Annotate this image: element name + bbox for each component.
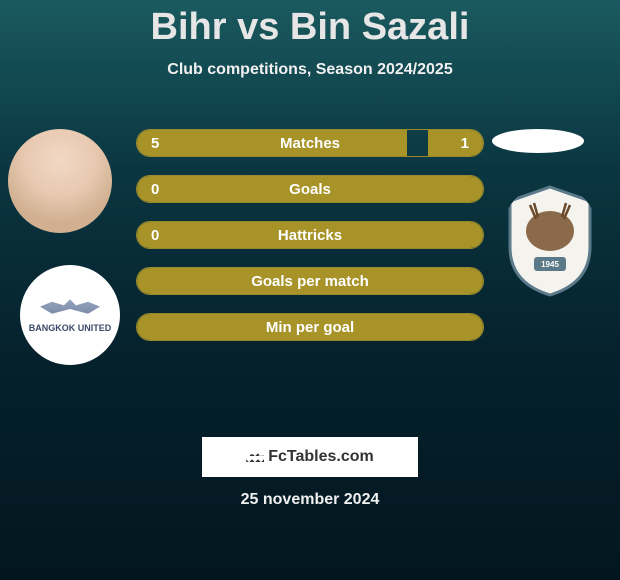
page-title: Bihr vs Bin Sazali xyxy=(0,0,620,49)
stat-label: Hattricks xyxy=(137,227,483,244)
club-right-logo: 1945 xyxy=(500,183,600,297)
brand-badge: FcTables.com xyxy=(202,437,418,477)
comparison-panel: BANGKOK UNITED 1945 51Matches 0Goals 0Hatt… xyxy=(0,107,620,437)
stat-label: Goals per match xyxy=(137,273,483,290)
stat-row: 0Goals xyxy=(136,175,484,203)
stat-label: Matches xyxy=(137,135,483,152)
club-left-logo: BANGKOK UNITED xyxy=(20,265,120,365)
stat-row: 0Hattricks xyxy=(136,221,484,249)
page-subtitle: Club competitions, Season 2024/2025 xyxy=(0,61,620,79)
stat-label: Min per goal xyxy=(137,319,483,336)
stat-row: 51Matches xyxy=(136,129,484,157)
stat-row: Goals per match xyxy=(136,267,484,295)
club-left-name: BANGKOK UNITED xyxy=(29,323,112,333)
player-right-avatar xyxy=(492,129,584,153)
stat-row: Min per goal xyxy=(136,313,484,341)
stat-label: Goals xyxy=(137,181,483,198)
founded-year: 1945 xyxy=(541,260,559,269)
player-left-avatar xyxy=(8,129,112,233)
wings-icon xyxy=(40,297,100,321)
stats-bars: 51Matches 0Goals 0Hattricks Goals per match… xyxy=(136,129,484,359)
brand-text: FcTables.com xyxy=(268,448,374,466)
barchart-icon xyxy=(246,450,264,464)
footer-date: 25 november 2024 xyxy=(0,491,620,509)
